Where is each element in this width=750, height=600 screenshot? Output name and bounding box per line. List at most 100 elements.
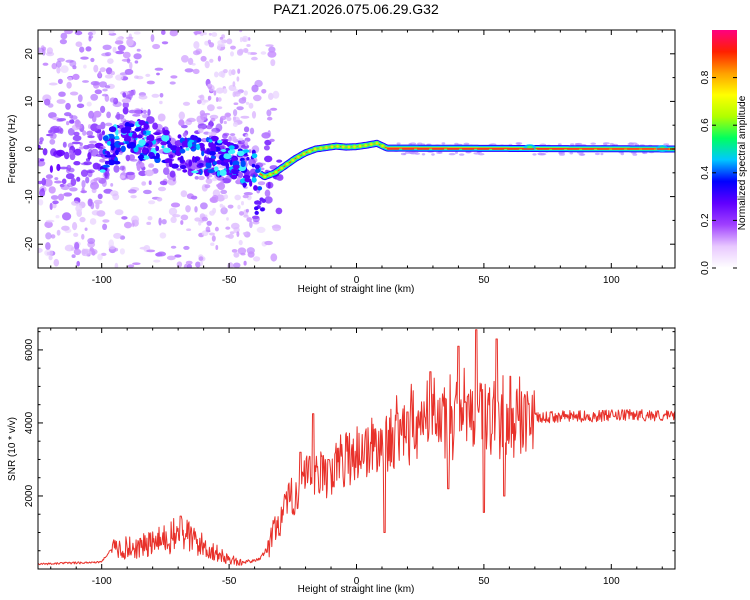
noise-blob [261,89,267,94]
ridge-blob [99,169,106,173]
noise-blob [42,148,48,156]
noise-blob [88,248,98,255]
ridge-blob [255,168,261,173]
noise-blob [73,131,80,136]
noise-blob [153,259,161,263]
noise-blob [81,233,85,240]
ridge-blob [207,169,215,174]
noise-blob [203,32,207,36]
noise-blob [107,58,114,64]
ridge-blob [217,151,226,155]
noise-blob [213,90,217,96]
noise-blob [245,134,249,138]
x-tick-label: -100 [92,576,112,587]
noise-blob [255,200,260,205]
noise-blob [142,109,147,114]
haze-blob [431,153,435,156]
ridge-blob [130,148,134,153]
noise-blob [55,215,60,219]
noise-blob [238,48,244,55]
noise-blob [268,92,274,100]
noise-blob [248,102,254,109]
ridge-blob [134,127,142,132]
noise-blob [170,75,178,79]
noise-blob [97,146,104,150]
noise-blob [161,30,166,35]
ridge-blob [179,148,186,154]
colorbar-tick-label: 0.4 [700,165,711,179]
haze-blob [627,142,635,146]
colorbar-bar [712,30,737,268]
noise-blob [112,193,120,201]
ridge-blob [240,160,246,168]
noise-blob [232,91,237,98]
noise-blob [202,99,209,103]
noise-blob [198,256,204,261]
noise-blob [158,217,162,226]
noise-blob [59,39,67,45]
noise-blob [230,133,236,137]
noise-blob [114,209,124,216]
ridge-blob [191,143,197,147]
noise-blob [159,93,164,98]
noise-blob [94,89,103,95]
noise-blob [217,55,221,62]
ridge-blob [228,145,235,150]
spectrogram-content [38,30,675,268]
noise-blob [152,43,161,50]
noise-blob [74,242,80,251]
noise-blob [144,169,154,177]
noise-blob [166,255,176,261]
noise-blob [220,180,224,186]
haze-blob [594,152,600,156]
noise-blob [90,93,99,101]
ridge-blob [187,141,193,148]
ridge-bead-core [375,142,379,145]
noise-blob [237,68,241,74]
noise-blob [257,181,266,186]
noise-blob [104,85,111,89]
noise-blob [82,80,89,83]
noise-blob [215,245,219,250]
noise-blob [236,106,244,111]
noise-blob [38,199,44,206]
noise-blob [65,173,75,180]
noise-blob [267,181,271,189]
noise-blob [60,65,69,73]
noise-blob [233,109,238,117]
noise-blob [184,68,194,73]
noise-blob [54,180,63,184]
ridge-blob [163,147,171,153]
noise-blob [91,210,101,216]
x-tick-label: -50 [222,576,237,587]
noise-blob [124,221,132,229]
noise-blob [110,183,114,187]
noise-blob [247,37,251,41]
ridge-blob [220,149,227,152]
noise-blob [209,58,214,63]
ridge-blob [136,134,143,139]
noise-blob [211,198,216,202]
noise-blob [239,37,243,43]
ridge-blob [242,149,250,153]
noise-blob [114,40,124,45]
y-tick-label: 0 [24,146,35,152]
ridge-blob [201,150,205,157]
noise-blob [132,262,141,266]
noise-blob [241,96,247,101]
noise-blob [97,253,103,261]
noise-blob [219,36,224,40]
noise-blob [148,163,155,168]
noise-blob [81,180,86,188]
noise-blob [87,135,95,139]
noise-blob [239,211,244,216]
noise-blob [187,168,194,177]
noise-blob [122,101,129,109]
noise-blob [38,247,43,254]
noise-blob [130,195,137,199]
noise-blob [48,186,56,194]
noise-blob [121,216,128,220]
noise-blob [49,132,54,139]
noise-blob [127,264,135,268]
noise-blob [194,206,198,213]
